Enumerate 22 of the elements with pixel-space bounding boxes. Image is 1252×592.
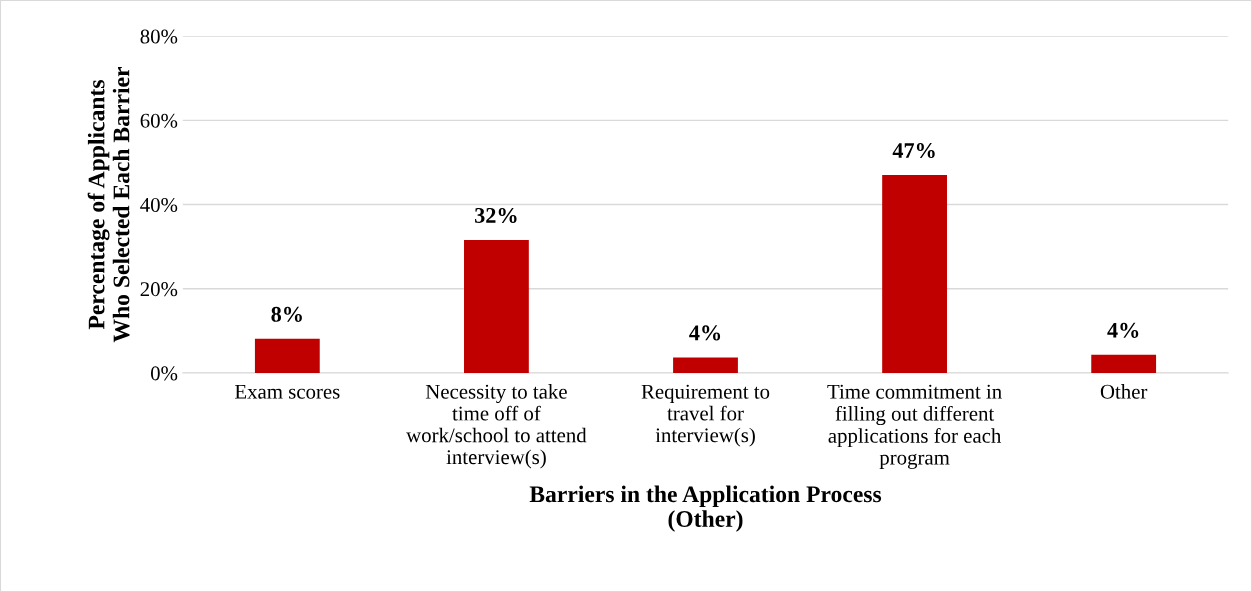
data-label: 4% — [689, 325, 721, 341]
bar — [1091, 354, 1157, 373]
y-tick-label: 20% — [140, 282, 178, 297]
data-label: 32% — [475, 207, 517, 223]
data-label: 47% — [892, 143, 935, 159]
x-axis-title: Barriers in the Application Process (Other) — [529, 485, 882, 532]
y-tick-label: 60% — [140, 113, 178, 128]
bar — [254, 338, 320, 373]
y-tick-label: 80% — [140, 29, 178, 44]
bar — [882, 175, 947, 373]
data-label: 8% — [271, 306, 302, 322]
y-axis-title: Percentage of Applicants Who Selected Each Barrier — [87, 67, 130, 343]
x-tick-label: Requirement to travel for interview(s) — [641, 384, 770, 447]
data-label: 4% — [1107, 322, 1139, 338]
bar — [464, 239, 529, 373]
y-tick-label: 40% — [140, 197, 178, 213]
x-tick-label: Other — [1100, 384, 1148, 399]
x-tick-label: Exam scores — [235, 384, 340, 399]
bar — [673, 357, 738, 373]
x-tick-label: Necessity to take time off of work/school to attend interview(s) — [406, 384, 587, 469]
y-tick-label: 0% — [150, 366, 178, 381]
x-tick-label: Time commitment in filling out different applications for each program — [827, 384, 1002, 469]
